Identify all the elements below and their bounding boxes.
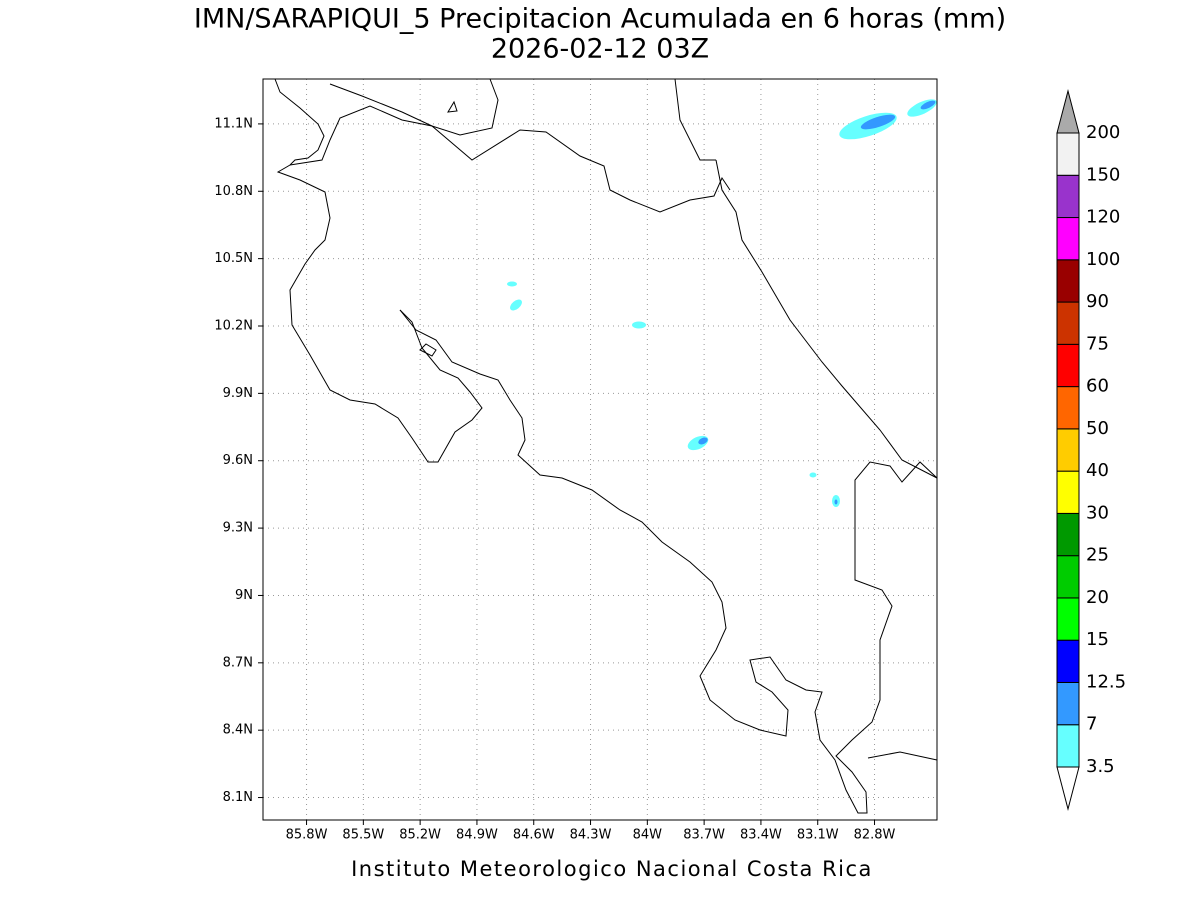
colorbar-label: 75	[1086, 333, 1109, 354]
coastline	[329, 78, 499, 136]
y-tick-label: 10.2N	[214, 319, 253, 334]
precip-core	[834, 499, 838, 505]
y-tick-label: 9.9N	[223, 386, 253, 401]
coastline	[274, 78, 483, 463]
island	[419, 343, 437, 357]
island	[447, 100, 458, 113]
colorbar-bin	[1056, 428, 1080, 472]
coastline	[399, 309, 938, 814]
colorbar-label: 20	[1086, 587, 1109, 608]
colorbar-label: 7	[1086, 714, 1097, 735]
colorbar-label: 50	[1086, 418, 1109, 439]
x-tick-label: 84.9W	[456, 828, 498, 843]
y-tick-label: 9.6N	[223, 453, 253, 468]
colorbar-bin	[1056, 301, 1080, 345]
border	[867, 751, 938, 761]
x-tick-label: 84.3W	[570, 828, 612, 843]
precip-area	[510, 299, 522, 311]
colorbar-bin	[1056, 555, 1080, 599]
colorbar-bin	[1056, 639, 1080, 683]
colorbar-label: 90	[1086, 291, 1109, 312]
colorbar-label: 200	[1086, 122, 1120, 143]
y-tick-label: 10.5N	[214, 251, 253, 266]
precip-area	[809, 472, 817, 478]
x-tick-label: 82.8W	[854, 828, 896, 843]
border	[289, 105, 731, 213]
map-frame	[262, 78, 938, 821]
colorbar-label: 40	[1086, 460, 1109, 481]
colorbar: 3.5 7 12.5 15 20 25 30 40 50 60 75 90 100 120 150 200	[1056, 89, 1126, 811]
y-tick-label: 9N	[235, 588, 253, 603]
x-tick-label: 83.1W	[797, 828, 839, 843]
colorbar-bin	[1056, 174, 1080, 219]
y-tick-label: 9.3N	[223, 521, 253, 536]
x-tick-label: 85.5W	[342, 828, 384, 843]
colorbar-bin	[1056, 343, 1080, 388]
coastline	[674, 78, 716, 161]
title: IMN/SARAPIQUI_5 Precipitacion Acumulada …	[194, 4, 1006, 35]
x-tick-label: 85.2W	[399, 828, 441, 843]
precip-core	[920, 100, 936, 110]
colorbar-bin	[1056, 724, 1080, 768]
precipitation	[507, 99, 937, 507]
x-tick-label: 84.6W	[513, 828, 555, 843]
y-tick-label: 8.1N	[223, 790, 253, 805]
colorbar-bin	[1056, 259, 1080, 303]
colorbar-bin	[1056, 132, 1080, 176]
colorbar-label: 12.5	[1086, 671, 1126, 692]
precip-area	[687, 435, 709, 451]
colorbar-label: 60	[1086, 376, 1109, 397]
precip-area	[507, 281, 517, 287]
colorbar-bin	[1056, 217, 1080, 261]
coastlines	[274, 78, 938, 814]
colorbar-label: 15	[1086, 629, 1109, 650]
y-tick-label: 10.8N	[214, 184, 253, 199]
y-tick-label: 8.4N	[223, 723, 253, 738]
colorbar-bin	[1056, 512, 1080, 557]
x-tick-label: 85.8W	[286, 828, 328, 843]
colorbar-label: 25	[1086, 545, 1109, 566]
x-tick-label: 83.7W	[683, 828, 725, 843]
precip-area	[632, 321, 646, 329]
colorbar-bin	[1056, 597, 1080, 641]
y-tick-label: 11.1N	[214, 116, 253, 131]
x-tick-label: 84W	[633, 828, 663, 843]
x-tick-label: 83.4W	[740, 828, 782, 843]
plot-area: 85.8W 85.5W 85.2W 84.9W 84.6W 84.3W 84W 83.7W 83…	[214, 78, 938, 843]
precip-core	[698, 437, 708, 445]
colorbar-label: 100	[1086, 249, 1120, 270]
colorbar-label: 150	[1086, 164, 1120, 185]
colorbar-label: 3.5	[1086, 756, 1115, 777]
coastline	[715, 159, 938, 479]
footer: Instituto Meteorologico Nacional Costa R…	[351, 857, 873, 881]
subtitle: 2026-02-12 03Z	[491, 34, 709, 65]
colorbar-label: 30	[1086, 502, 1109, 523]
precip-core	[860, 114, 896, 130]
colorbar-under	[1056, 766, 1080, 811]
colorbar-bin	[1056, 386, 1080, 430]
colorbar-bin	[1056, 470, 1080, 514]
y-tick-label: 8.7N	[223, 655, 253, 670]
colorbar-label: 120	[1086, 207, 1120, 228]
colorbar-bin	[1056, 681, 1080, 726]
colorbar-over	[1056, 89, 1080, 134]
